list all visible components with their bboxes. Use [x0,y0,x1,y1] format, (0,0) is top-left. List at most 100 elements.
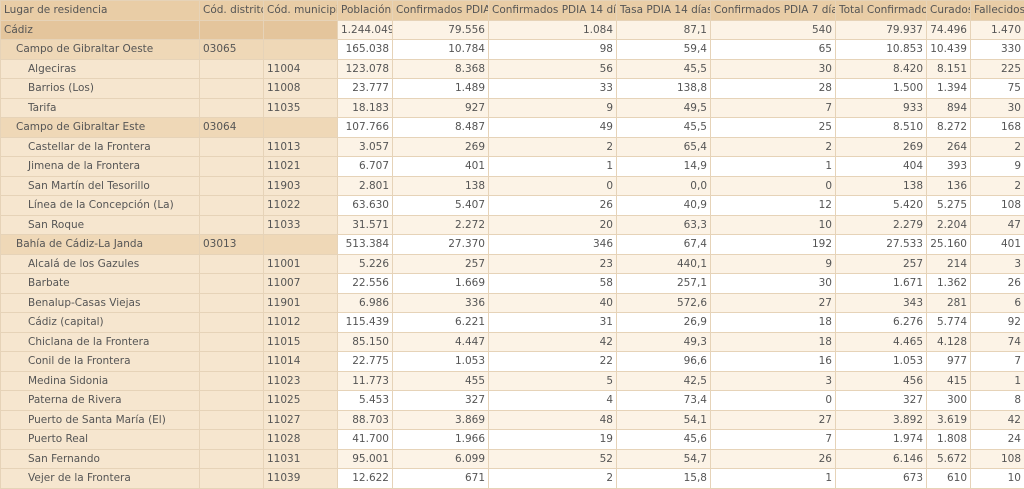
value-cell: 26 [970,273,1024,294]
value-cell: 610 [926,468,971,489]
code-cell: 11035 [263,97,338,118]
value-cell: 40 [488,292,617,313]
code-cell [199,273,264,294]
column-header[interactable]: Confirmados PDIA 14 días [488,0,617,21]
place-cell: Cádiz [0,19,200,40]
value-cell: 2 [488,468,617,489]
table-row: Tarifa 11035 18.183 927 9 49,5 7 933 894 30 [0,97,1024,118]
value-cell: 1.362 [926,273,971,294]
value-cell: 33 [488,78,617,99]
value-cell: 9 [488,97,617,118]
code-cell [263,117,338,138]
table-row: Conil de la Frontera 11014 22.775 1.053 22 96… [0,351,1024,372]
value-cell: 22.556 [337,273,393,294]
place-cell: Vejer de la Frontera [0,468,200,489]
header-row: Lugar de residencia Cód. distrito Cód. mun… [0,0,1024,21]
value-cell: 2.801 [337,175,393,196]
value-cell: 5.672 [926,448,971,469]
code-cell [199,78,264,99]
value-cell: 54,1 [616,409,711,430]
value-cell: 18 [710,331,836,352]
value-cell: 0 [488,175,617,196]
code-cell: 11903 [263,175,338,196]
value-cell: 933 [835,97,927,118]
column-header[interactable]: Curados [926,0,971,21]
column-header[interactable]: Lugar de residencia [0,0,200,21]
value-cell: 45,6 [616,429,711,450]
place-cell: Castellar de la Frontera [0,136,200,157]
value-cell: 40,9 [616,195,711,216]
code-cell [199,253,264,274]
place-cell: Conil de la Frontera [0,351,200,372]
value-cell: 1.053 [392,351,489,372]
value-cell: 7 [970,351,1024,372]
value-cell: 1.671 [835,273,927,294]
value-cell: 7 [710,97,836,118]
code-cell [199,351,264,372]
value-cell: 6.221 [392,312,489,333]
value-cell: 214 [926,253,971,274]
value-cell: 671 [392,468,489,489]
value-cell: 22.775 [337,351,393,372]
value-cell: 1 [488,156,617,177]
value-cell: 9 [710,253,836,274]
value-cell: 2.204 [926,214,971,235]
value-cell: 19 [488,429,617,450]
value-cell: 16 [710,351,836,372]
value-cell: 1 [710,468,836,489]
value-cell: 1.084 [488,19,617,40]
value-cell: 5.407 [392,195,489,216]
value-cell: 74.496 [926,19,971,40]
place-cell: Puerto Real [0,429,200,450]
place-cell: Barbate [0,273,200,294]
column-header[interactable]: Cód. distrito [199,0,264,21]
code-cell: 03065 [199,39,264,60]
value-cell: 257 [392,253,489,274]
value-cell: 1.808 [926,429,971,450]
value-cell: 8.368 [392,58,489,79]
value-cell: 225 [970,58,1024,79]
table-row: San Roque 11033 31.571 2.272 20 63,3 10 2.279 2.… [0,214,1024,235]
value-cell: 192 [710,234,836,255]
table-body: Cádiz 1.244.049 79.556 1.084 87,1 540 79.937 74… [0,19,1024,489]
value-cell: 73,4 [616,390,711,411]
column-header[interactable]: Total Confirmados [835,0,927,21]
code-cell: 11007 [263,273,338,294]
code-cell: 11012 [263,312,338,333]
value-cell: 4.465 [835,331,927,352]
code-cell [199,468,264,489]
code-cell: 11033 [263,214,338,235]
column-header[interactable]: Tasa PDIA 14 días [616,0,711,21]
column-header[interactable]: Confirmados PDIA [392,0,489,21]
value-cell: 30 [710,273,836,294]
value-cell: 264 [926,136,971,157]
value-cell: 20 [488,214,617,235]
value-cell: 98 [488,39,617,60]
value-cell: 30 [970,97,1024,118]
column-header[interactable]: Población [337,0,393,21]
value-cell: 42 [970,409,1024,430]
column-header[interactable]: Fallecidos [970,0,1024,21]
column-header[interactable]: Cód. municipio [263,0,338,21]
value-cell: 115.439 [337,312,393,333]
code-cell: 11015 [263,331,338,352]
value-cell: 107.766 [337,117,393,138]
value-cell: 18.183 [337,97,393,118]
code-cell [199,97,264,118]
code-cell: 11004 [263,58,338,79]
value-cell: 168 [970,117,1024,138]
code-cell [263,39,338,60]
value-cell: 4 [488,390,617,411]
value-cell: 269 [835,136,927,157]
value-cell: 415 [926,370,971,391]
value-cell: 404 [835,156,927,177]
table-row: Cádiz 1.244.049 79.556 1.084 87,1 540 79.937 74… [0,19,1024,40]
value-cell: 1.974 [835,429,927,450]
value-cell: 63.630 [337,195,393,216]
value-cell: 54,7 [616,448,711,469]
column-header[interactable]: Confirmados PDIA 7 días [710,0,836,21]
code-cell [199,292,264,313]
place-cell: Benalup-Casas Viejas [0,292,200,313]
value-cell: 8.420 [835,58,927,79]
value-cell: 65 [710,39,836,60]
